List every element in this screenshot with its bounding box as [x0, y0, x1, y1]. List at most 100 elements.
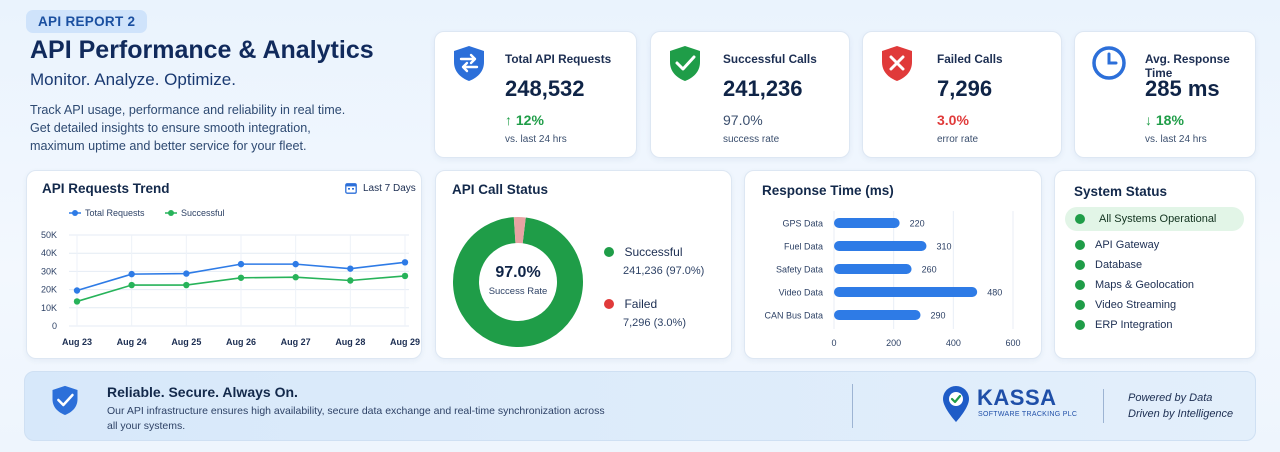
bar-value-label: 480 — [987, 288, 1002, 298]
stat-card-successful-calls[interactable]: Successful Calls 241,236 97.0% success r… — [650, 31, 850, 158]
legend-marker — [72, 210, 78, 216]
date-range-picker[interactable]: Last 7 Days — [345, 182, 416, 194]
stat-note: vs. last 24 hrs — [1145, 134, 1207, 145]
data-point — [347, 265, 354, 272]
panel-title: API Call Status — [452, 182, 549, 197]
stat-value: 285 ms — [1145, 76, 1220, 101]
tagline-line-2: Driven by Intelligence — [1128, 408, 1234, 420]
legend-dot — [604, 298, 614, 309]
page-title: API Performance & Analytics — [30, 36, 374, 64]
call-status-donut-chart — [453, 217, 583, 347]
stat-change: ↓ 18% — [1145, 112, 1184, 128]
bar-category-label: Fuel Data — [784, 242, 823, 252]
stat-label: Total API Requests — [505, 52, 612, 66]
brand-logo-text: KASSA — [977, 385, 1057, 410]
legend-label: Failed — [624, 297, 658, 311]
donut-center-value: 97.0% — [495, 264, 541, 281]
status-dot — [1075, 240, 1085, 250]
bar-value-label: 290 — [931, 311, 946, 321]
bar — [834, 264, 912, 274]
stat-change: ↑ 12% — [505, 112, 544, 128]
bar-category-label: Safety Data — [776, 265, 823, 275]
data-point — [73, 298, 81, 305]
status-dot — [1075, 300, 1085, 310]
bar — [834, 310, 921, 320]
data-point — [183, 270, 190, 277]
donut-center-label: Success Rate — [488, 286, 548, 297]
stat-card-total-requests[interactable]: Total API Requests 248,532 ↑ 12% vs. las… — [434, 31, 637, 158]
api-call-status-panel: API Call Status 97.0% Success Rate Succe… — [435, 170, 732, 359]
y-tick-label: 50K — [41, 230, 57, 240]
stat-card-failed-calls[interactable]: Failed Calls 7,296 3.0% error rate — [862, 31, 1062, 158]
panel-title: Response Time (ms) — [762, 183, 894, 198]
stat-value: 241,236 — [723, 76, 803, 101]
y-tick-label: 10K — [41, 303, 57, 313]
system-item: Maps & Geolocation — [1075, 279, 1194, 291]
response-time-bar-chart: 0 200 400 600 GPS Data 220 Fuel Data 310 Safety … — [764, 211, 1021, 348]
legend-label: Total Requests — [85, 208, 145, 218]
shield-check-icon — [52, 385, 78, 415]
x-tick-label: 0 — [831, 338, 836, 348]
shield-x-icon — [882, 46, 912, 81]
data-point — [292, 260, 299, 268]
requests-trend-chart: Total Requests Successful 0 10K 20K 30K 40K 50K… — [41, 208, 420, 347]
bar — [834, 218, 900, 228]
footer-title: Reliable. Secure. Always On. — [107, 384, 298, 400]
requests-trend-panel: API Requests Trend Last 7 Days Total Req… — [26, 170, 422, 359]
system-item-label: Database — [1095, 259, 1143, 271]
data-point — [401, 259, 409, 266]
footer-text: Our API infrastructure ensures high avai… — [107, 405, 605, 432]
stat-card-avg-response[interactable]: Avg. Response Time 285 ms ↓ 18% vs. last… — [1074, 31, 1256, 158]
bar-category-label: CAN Bus Data — [764, 311, 823, 321]
legend-marker — [168, 210, 174, 216]
bar — [834, 287, 978, 297]
stat-note: error rate — [937, 134, 979, 145]
calendar-icon — [345, 183, 357, 194]
legend-item-successful: Successful 241,236 (97.0%) — [604, 243, 704, 277]
page-subtitle: Monitor. Analyze. Optimize. — [30, 70, 236, 89]
y-tick-label: 40K — [41, 248, 57, 258]
system-item: Database — [1075, 259, 1142, 271]
footer-banner: Reliable. Secure. Always On. Our API inf… — [24, 371, 1256, 441]
data-point — [401, 272, 409, 280]
x-tick-label: Aug 26 — [226, 337, 256, 347]
stat-value: 248,532 — [505, 76, 585, 101]
stat-change: 3.0% — [937, 112, 969, 128]
x-tick-label: Aug 28 — [335, 337, 365, 347]
system-item: Video Streaming — [1075, 299, 1176, 311]
donut-slice — [453, 217, 583, 347]
response-time-panel: Response Time (ms) 0 200 400 600 GPS Data 220… — [744, 170, 1042, 359]
y-tick-label: 30K — [41, 266, 57, 276]
footer-divider — [1103, 389, 1104, 423]
stat-change: 97.0% — [723, 112, 763, 128]
x-tick-label: 600 — [1005, 338, 1020, 348]
system-item-label: Video Streaming — [1095, 299, 1177, 311]
stat-note: vs. last 24 hrs — [505, 134, 567, 145]
legend-dot — [604, 246, 614, 257]
bar-value-label: 260 — [922, 265, 937, 275]
system-item-label: API Gateway — [1095, 239, 1160, 251]
bar — [834, 241, 927, 251]
shield-arrows-icon — [454, 46, 484, 81]
report-badge: API REPORT 2 — [26, 10, 148, 33]
operational-banner: All Systems Operational — [1065, 207, 1244, 231]
bar-category-label: Video Data — [779, 288, 823, 298]
x-tick-label: Aug 25 — [171, 337, 201, 347]
stat-label: Successful Calls — [723, 52, 817, 66]
system-item: ERP Integration — [1075, 319, 1172, 331]
operational-label: All Systems Operational — [1099, 213, 1217, 225]
clock-icon — [1092, 46, 1126, 80]
bar-value-label: 310 — [936, 242, 951, 252]
data-point — [128, 270, 135, 278]
legend-item-failed: Failed 7,296 (3.0%) — [604, 295, 686, 329]
data-point — [183, 281, 190, 289]
data-point — [73, 287, 81, 294]
page-description: Track API usage, performance and reliabi… — [30, 103, 346, 153]
system-status-panel: System Status All Systems Operational AP… — [1054, 170, 1256, 359]
system-item-label: Maps & Geolocation — [1095, 279, 1195, 291]
stat-value: 7,296 — [937, 76, 993, 101]
bar-category-label: GPS Data — [782, 219, 823, 229]
panel-title: System Status — [1074, 184, 1168, 199]
brand-subtitle: SOFTWARE TRACKING PLC — [978, 411, 1078, 418]
x-tick-label: 400 — [946, 338, 961, 348]
